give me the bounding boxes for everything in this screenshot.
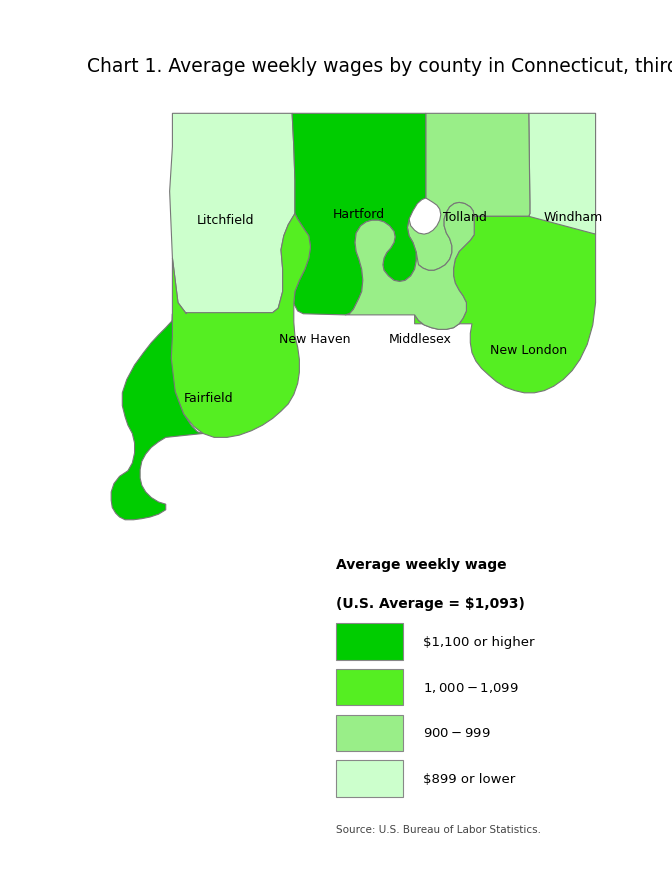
Polygon shape (168, 215, 310, 438)
Text: Tolland: Tolland (443, 210, 487, 223)
Text: Average weekly wage: Average weekly wage (336, 557, 507, 571)
Polygon shape (292, 114, 426, 315)
Text: New London: New London (490, 344, 567, 357)
FancyBboxPatch shape (336, 714, 403, 751)
Polygon shape (169, 114, 295, 315)
Text: $899 or lower: $899 or lower (423, 773, 515, 785)
Text: Middlesex: Middlesex (389, 333, 452, 346)
Text: Litchfield: Litchfield (197, 214, 254, 226)
Text: Source: U.S. Bureau of Labor Statistics.: Source: U.S. Bureau of Labor Statistics. (336, 824, 541, 834)
Text: $900 - $999: $900 - $999 (423, 726, 491, 740)
Polygon shape (474, 114, 595, 235)
Polygon shape (415, 217, 595, 394)
Polygon shape (345, 203, 474, 330)
Text: Fairfield: Fairfield (184, 391, 233, 404)
Polygon shape (111, 315, 203, 521)
Text: Hartford: Hartford (333, 208, 385, 221)
Text: Windham: Windham (544, 210, 603, 223)
Text: $1,000 - $1,099: $1,000 - $1,099 (423, 680, 519, 694)
FancyBboxPatch shape (336, 669, 403, 706)
Text: New Haven: New Haven (279, 333, 350, 346)
Text: Chart 1. Average weekly wages by county in Connecticut, third quarter 2019: Chart 1. Average weekly wages by county … (87, 56, 672, 76)
Text: (U.S. Average = $1,093): (U.S. Average = $1,093) (336, 596, 525, 610)
Polygon shape (407, 114, 530, 271)
Text: $1,100 or higher: $1,100 or higher (423, 635, 535, 648)
FancyBboxPatch shape (336, 624, 403, 660)
FancyBboxPatch shape (336, 760, 403, 797)
